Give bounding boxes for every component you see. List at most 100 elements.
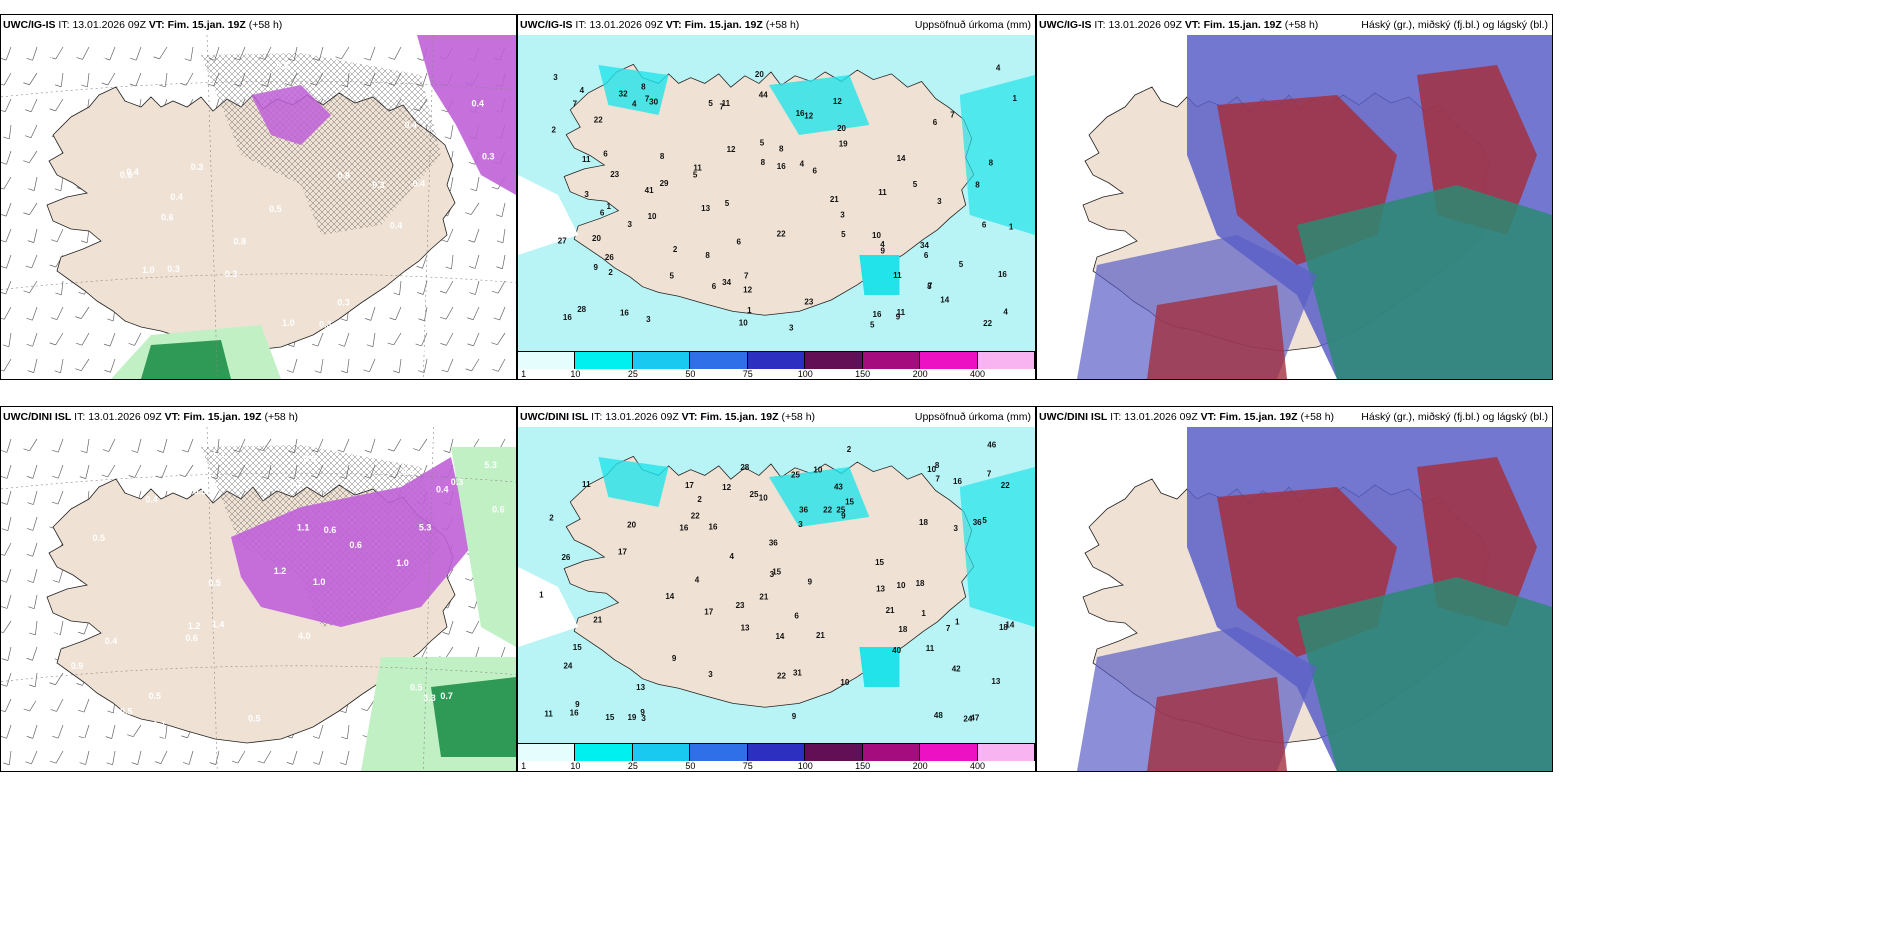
precip-value-label: 8 (989, 158, 994, 167)
snow-value-label: 0.6 (324, 525, 337, 535)
snow-value-label: 0.3 (36, 697, 49, 707)
precip-value-label: 48 (934, 711, 943, 720)
precip-value-label: 2 (673, 245, 678, 254)
color-scale-tick: 150 (855, 369, 871, 379)
precip-value-label: 5 (959, 260, 964, 269)
precip-value-label: 13 (636, 683, 645, 692)
color-scale-swatch (518, 744, 576, 762)
precip-value-label: 5 (708, 99, 713, 108)
snow-map[interactable]: 0.5 0.6 0.6 0.5 0.7 0.5 0.6 0.5 0.6 0.4 0.5 0.3 0.3 0… (1, 427, 516, 771)
snow-value-label: 0.5 (120, 706, 133, 716)
precip-value-label: 22 (983, 319, 992, 328)
precip-value-label: 12 (833, 97, 842, 106)
precip-value-label: 16 (620, 308, 629, 317)
snow-value-label: 0.5 (148, 691, 161, 701)
precip-value-label: 6 (794, 612, 799, 621)
snow-value-label: 0.3 (94, 55, 107, 65)
snow-value-label: 0.7 (153, 720, 166, 730)
precip-value-label: 11 (544, 709, 553, 718)
precip-value-label: 9 (841, 511, 846, 520)
precip-value-label: 3 (553, 73, 558, 82)
precip-value-label: 15 (573, 643, 582, 652)
color-scale-tick: 1 (521, 761, 527, 771)
snow-value-label: 0.4 (413, 179, 426, 189)
precip-value-label: 20 (837, 124, 846, 133)
precip-value-label: 11 (582, 155, 591, 164)
snow-value-label: 0.8 (233, 236, 246, 246)
precip-value-label: 19 (839, 139, 848, 148)
panel-cloud-bottom: UWC/DINI ISL IT: 13.01.2026 09Z VT: Fim.… (1036, 406, 1553, 772)
panel-precip-bottom: UWC/DINI ISL IT: 13.01.2026 09Z VT: Fim.… (517, 406, 1036, 772)
precip-value-label: 11 (722, 99, 731, 108)
snow-value-label: 0.6 (120, 170, 133, 180)
precip-value-label: 15 (605, 713, 614, 722)
precip-value-label: 8 (705, 251, 710, 260)
snow-value-label: 0.4 (145, 494, 158, 504)
precip-value-label: 34 (920, 241, 929, 250)
precip-value-label: 22 (1001, 481, 1010, 490)
cloud-map[interactable] (1037, 427, 1552, 771)
precip-value-label: 7 (645, 94, 650, 103)
precip-value-label: 21 (886, 606, 895, 615)
precip-value-label: 44 (759, 90, 768, 99)
precip-value-label: 1 (955, 617, 960, 626)
color-scale-tick: 150 (855, 761, 871, 771)
panel-header: UWC/DINI ISL IT: 13.01.2026 09Z VT: Fim.… (1037, 407, 1552, 427)
precip-value-label: 4 (880, 240, 885, 249)
color-scale-tick: 200 (912, 369, 928, 379)
color-scale-swatch (690, 744, 748, 762)
snow-map[interactable]: 0.8 0.6 0.3 0.4 0.3 0.5 0.3 0.6 0.3 0.3 0.4 0.3 0.3 0… (1, 35, 516, 379)
precip-value-label: 3 (646, 315, 651, 324)
precip-value-label: 3 (798, 520, 803, 529)
precip-value-label: 25 (836, 505, 845, 514)
precip-value-label: 30 (649, 97, 658, 106)
precip-value-label: 7 (720, 102, 725, 111)
precip-value-label: 19 (627, 713, 636, 722)
color-scale-swatch (805, 352, 863, 370)
color-scale-tick: 1 (521, 369, 527, 379)
precip-map[interactable]: 36 24 18 9 10 21 17 15 48 14 25 20 43 46 42 40 22 13 18 36 3… (518, 427, 1035, 743)
snow-value-label: 0.3 (75, 683, 88, 693)
snow-value-label: 0.6 (161, 212, 174, 222)
precip-value-label: 6 (603, 149, 608, 158)
snow-value-label: 0.5 (396, 345, 409, 355)
color-scale-tick: 50 (685, 369, 696, 379)
precip-value-label: 8 (975, 181, 980, 190)
precip-value-label: 14 (897, 154, 906, 163)
precip-value-label: 10 (872, 231, 881, 240)
snow-value-label: 0.6 (402, 467, 415, 477)
panel-snow-top: UWC/IG-IS IT: 13.01.2026 09Z VT: Fim. 15… (0, 14, 517, 380)
precip-value-label: 10 (759, 493, 768, 502)
snow-value-label: 0.5 (269, 204, 282, 214)
cloud-map[interactable] (1037, 35, 1552, 379)
precip-value-label: 5 (693, 171, 698, 180)
snow-value-label: 4.0 (298, 631, 311, 641)
precip-value-label: 7 (935, 474, 940, 483)
snow-value-label: 0.6 (93, 458, 106, 468)
snow-value-label: 0.8 (338, 170, 351, 180)
precip-value-label: 21 (759, 593, 768, 602)
snow-value-label: 1.1 (297, 522, 310, 532)
precip-value-label: 9 (640, 708, 645, 717)
precip-value-label: 11 (582, 480, 591, 489)
snow-value-label: 0.5 (194, 487, 207, 497)
color-scale-swatch (632, 744, 691, 762)
precip-map[interactable]: 6 8 8 8 13 11 20 5 16 11 1 21 19 44 7 12 23 26 27 34 41 30 22 1… (518, 35, 1035, 351)
color-scale-swatch (805, 744, 863, 762)
precip-value-label: 29 (660, 179, 669, 188)
precip-value-label: 18 (898, 625, 907, 634)
precip-value-label: 13 (876, 584, 885, 593)
precip-value-label: 5 (725, 199, 730, 208)
color-scale-swatch (862, 744, 921, 762)
panel-cloud-top: UWC/IG-IS IT: 13.01.2026 09Z VT: Fim. 15… (1036, 14, 1553, 380)
snow-value-label: 1.4 (212, 619, 225, 629)
color-scale: 1 10 25 50 75 100 150 200 400 (518, 351, 1035, 379)
precip-value-label: 3 (789, 323, 794, 332)
precip-value-label: 4 (996, 64, 1001, 73)
precip-value-label: 2 (608, 268, 613, 277)
precip-value-label: 6 (933, 118, 938, 127)
snow-value-label: 0.5 (290, 479, 303, 489)
snow-value-label: 5.3 (419, 522, 432, 532)
precip-value-label: 1 (921, 609, 926, 618)
snow-value-label: 1.3 (212, 450, 225, 460)
